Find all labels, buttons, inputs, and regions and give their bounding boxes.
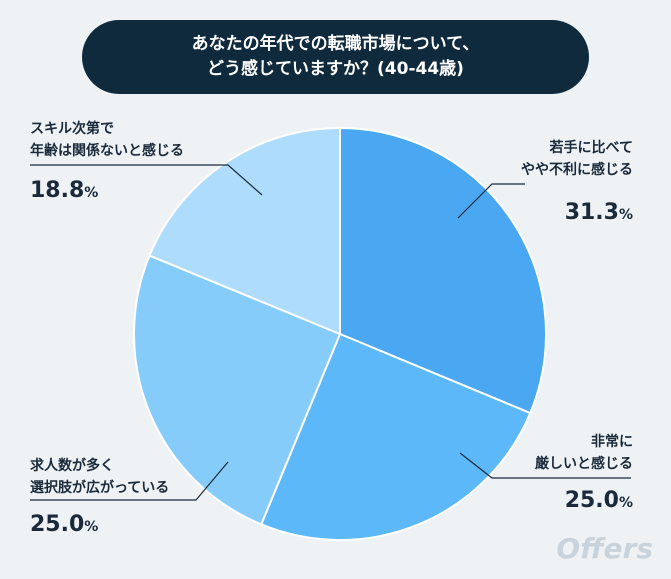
chart-title: あなたの年代での転職市場について、 どう感じていますか？(40-44歳) bbox=[82, 20, 589, 94]
leader-line-slice-3 bbox=[30, 461, 229, 501]
slice-label-2-line1: 非常に bbox=[591, 434, 633, 450]
slice-label-3-line1: 求人数が多く bbox=[30, 458, 114, 474]
slice-value-3-number: 25.0 bbox=[30, 512, 85, 537]
pie-slice-1 bbox=[339, 126, 547, 415]
slice-value-2-number: 25.0 bbox=[564, 488, 619, 513]
slice-label-2-line2: 厳しいと感じる bbox=[535, 456, 633, 472]
slice-label-4-line1: スキル次第で bbox=[30, 121, 114, 137]
slice-value-2: 25.0% bbox=[565, 488, 633, 513]
leader-line-slice-2 bbox=[459, 452, 631, 479]
offers-logo: Offers bbox=[556, 532, 653, 565]
slice-value-4: 18.8% bbox=[30, 178, 98, 203]
slice-label-2: 非常に 厳しいと感じる bbox=[535, 431, 633, 475]
slice-label-1-line1: 若手に比べて bbox=[549, 140, 633, 156]
chart-title-line2: どう感じていますか？(40-44歳) bbox=[207, 59, 464, 79]
leader-line-slice-1 bbox=[457, 183, 525, 219]
slice-value-3: 25.0% bbox=[30, 512, 98, 537]
slice-value-4-number: 18.8 bbox=[30, 178, 85, 203]
slice-label-3: 求人数が多く 選択肢が広がっている bbox=[30, 455, 169, 499]
leader-line-slice-4 bbox=[30, 164, 263, 196]
slice-label-1-line2: やや不利に感じる bbox=[521, 162, 633, 178]
slice-label-4: スキル次第で 年齢は関係ないと感じる bbox=[30, 118, 184, 162]
slice-value-3-unit: % bbox=[84, 519, 99, 535]
slice-label-1: 若手に比べて やや不利に感じる bbox=[521, 137, 633, 181]
pie-slice-3 bbox=[133, 254, 342, 526]
slice-value-1: 31.3% bbox=[565, 200, 633, 225]
slice-value-1-unit: % bbox=[618, 207, 633, 223]
slice-label-4-line2: 年齢は関係ないと感じる bbox=[30, 143, 184, 159]
slice-value-2-unit: % bbox=[618, 495, 633, 511]
slice-value-1-number: 31.3 bbox=[564, 200, 619, 225]
pie-slice-2 bbox=[259, 332, 532, 542]
slice-value-4-unit: % bbox=[84, 185, 99, 201]
slice-label-3-line2: 選択肢が広がっている bbox=[30, 480, 170, 496]
chart-title-line1: あなたの年代での転職市場について、 bbox=[191, 34, 480, 54]
pie-slice-4 bbox=[148, 126, 341, 336]
